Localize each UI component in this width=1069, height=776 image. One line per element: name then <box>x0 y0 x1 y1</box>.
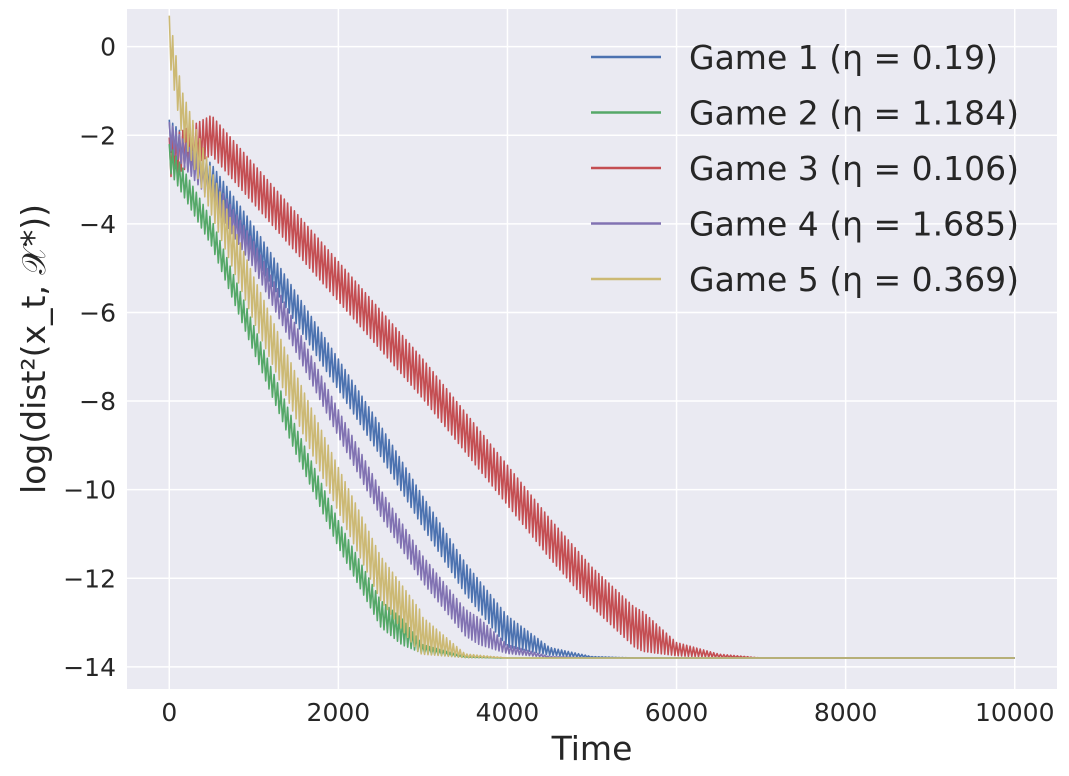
x-tick-label: 8000 <box>814 698 878 727</box>
x-tick-label: 10000 <box>975 698 1055 727</box>
x-axis-title: Time <box>551 729 633 768</box>
legend-label: Game 4 (η = 1.685) <box>689 205 1019 244</box>
legend-label: Game 3 (η = 0.106) <box>689 149 1019 188</box>
x-tick-label: 0 <box>161 698 177 727</box>
legend-label: Game 5 (η = 0.369) <box>689 260 1019 299</box>
x-axis-ticks: 0 2000 4000 6000 8000 10000 <box>161 698 1054 727</box>
x-tick-label: 4000 <box>476 698 540 727</box>
series-line <box>168 15 1015 659</box>
x-tick-label: 2000 <box>307 698 371 727</box>
legend-label: Game 1 (η = 0.19) <box>689 38 998 77</box>
legend: Game 1 (η = 0.19) Game 2 (η = 1.184) Game … <box>591 38 1019 299</box>
y-tick-label: −8 <box>79 387 116 416</box>
legend-label: Game 2 (η = 1.184) <box>689 94 1019 133</box>
y-tick-label: −10 <box>63 476 116 505</box>
y-tick-label: −2 <box>79 121 116 150</box>
y-tick-label: 0 <box>100 33 116 62</box>
y-axis-title: log(dist²(x_t, 𝒳*)) <box>14 204 53 494</box>
y-tick-label: −12 <box>63 564 116 593</box>
y-tick-label: −4 <box>79 210 116 239</box>
y-axis-ticks: 0 −2 −4 −6 −8 −10 −12 −14 <box>63 33 116 682</box>
series-layer <box>168 15 1015 659</box>
y-tick-label: −14 <box>63 653 116 682</box>
x-tick-label: 6000 <box>645 698 709 727</box>
y-tick-label: −6 <box>79 298 116 327</box>
